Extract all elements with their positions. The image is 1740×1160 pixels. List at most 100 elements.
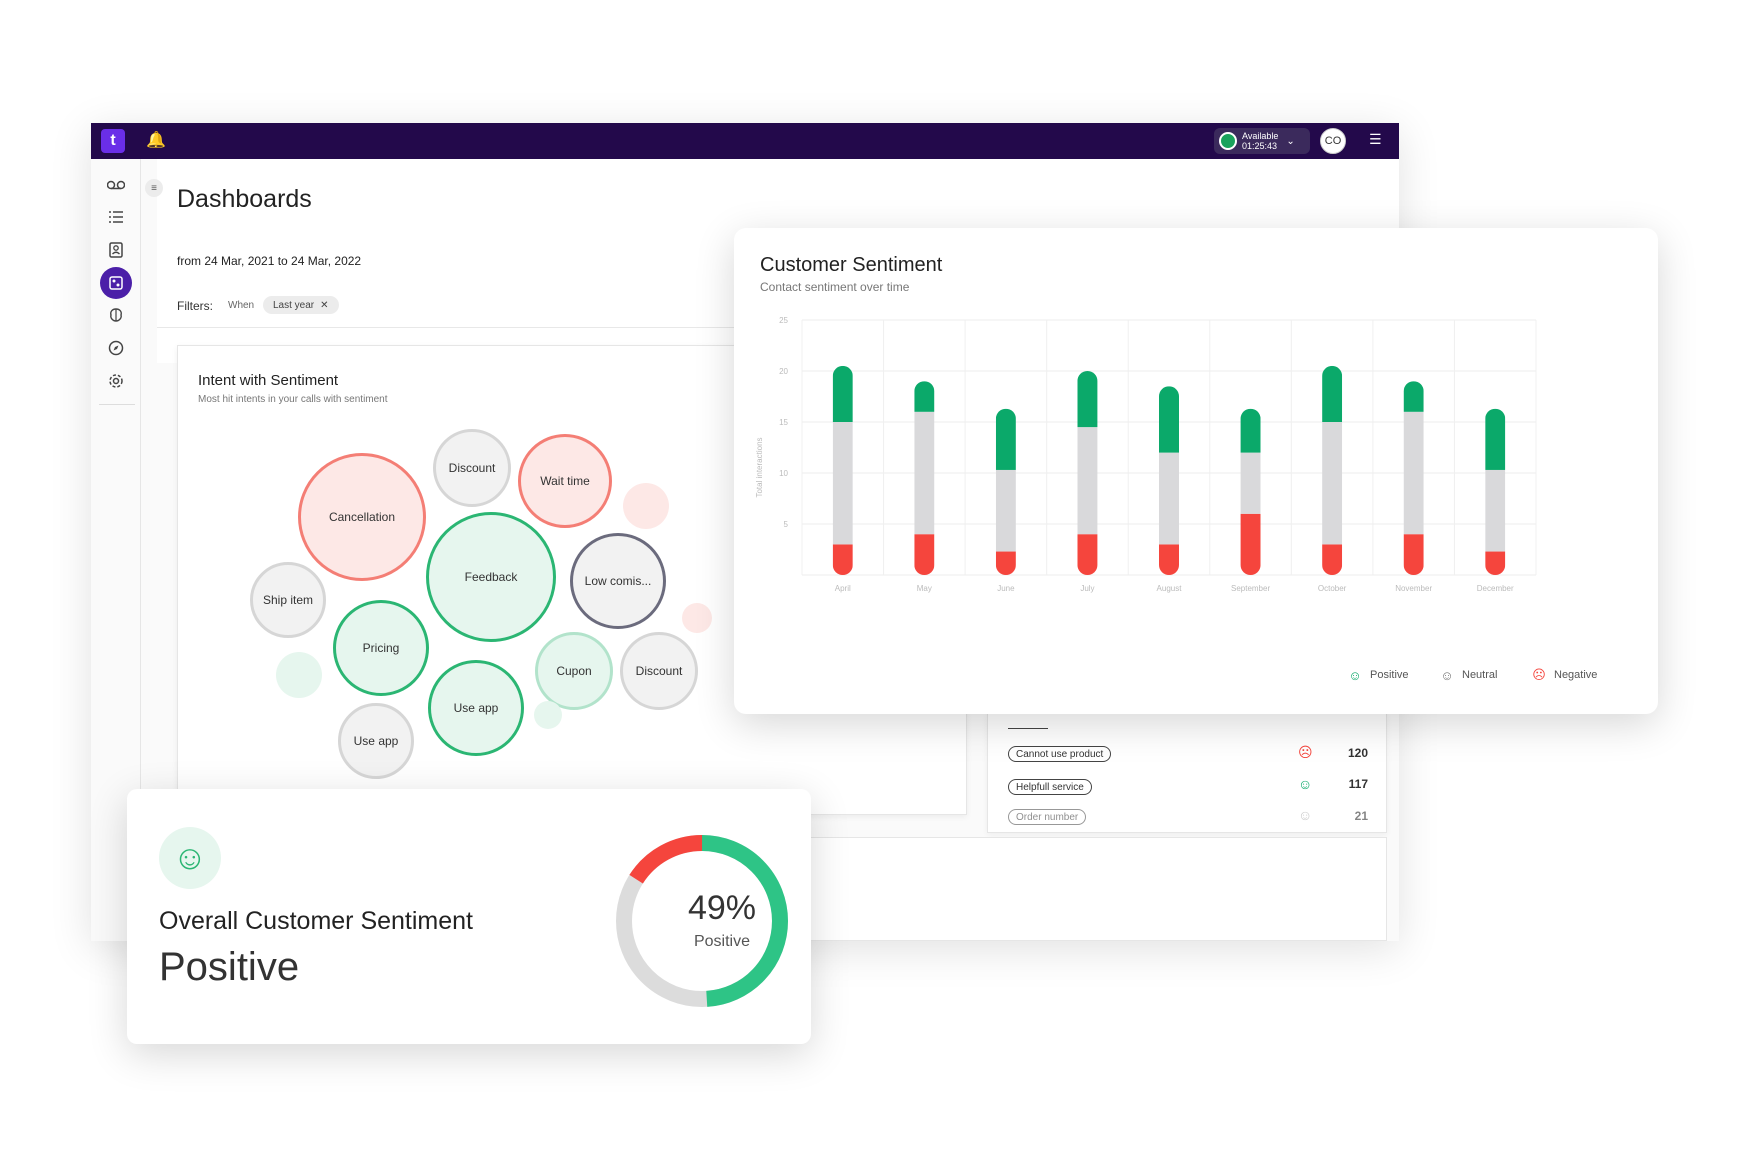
intent-bubble[interactable]: Wait time (518, 434, 612, 528)
bar-stack[interactable] (995, 408, 1016, 575)
availability-status[interactable]: Available 01:25:43 ⌄ (1214, 128, 1310, 154)
intent-bubble[interactable]: Cupon (535, 632, 613, 710)
x-tick-label: October (1318, 584, 1347, 593)
contacts-icon[interactable] (104, 238, 128, 262)
date-range[interactable]: from 24 Mar, 2021 to 24 Mar, 2022 (177, 254, 362, 268)
sidebar-divider (99, 404, 135, 405)
bar-positive (1403, 381, 1424, 412)
bar-negative (832, 544, 853, 575)
filters-label: Filters: (177, 299, 213, 313)
intent-bubble-faint (623, 483, 669, 529)
bar-stack[interactable] (1485, 408, 1506, 575)
list-divider (1008, 728, 1048, 729)
status-time: 01:25:43 (1242, 141, 1278, 151)
bar-stack[interactable] (1322, 365, 1343, 575)
intent-bubble[interactable]: Cancellation (298, 453, 426, 581)
intent-bubble[interactable]: Ship item (250, 562, 326, 638)
neutral-face-icon: ☺ (1440, 667, 1454, 683)
intent-bubble-faint (276, 652, 322, 698)
bar-negative (1159, 544, 1179, 575)
overall-sentiment-card: ☺ Overall Customer Sentiment Positive 49… (127, 789, 811, 1044)
sentiment-card-title: Customer Sentiment (760, 254, 943, 276)
donut-negative-arc (616, 835, 788, 1007)
legend-label: Neutral (1462, 669, 1498, 681)
top-bar: t 🔔 Available 01:25:43 ⌄ CO ☰ (91, 123, 1399, 159)
intent-list-card: Cannot use product ☹ 120 Helpfull servic… (987, 713, 1387, 833)
notification-bell-icon[interactable]: 🔔 (146, 132, 166, 149)
settings-icon[interactable] (104, 369, 128, 393)
app-logo[interactable]: t (101, 129, 125, 153)
voicemail-icon[interactable] (104, 173, 128, 197)
bar-stack[interactable] (832, 365, 853, 575)
bar-positive (1240, 408, 1261, 453)
intent-bubble[interactable]: Use app (338, 703, 414, 779)
legend-positive[interactable]: ☺ Positive (1346, 666, 1409, 684)
close-icon[interactable]: ✕ (320, 299, 329, 311)
legend-label: Negative (1554, 669, 1598, 681)
list-item-chip[interactable]: Order number (1008, 809, 1087, 825)
bar-positive (1485, 408, 1506, 470)
intent-card-subtitle: Most hit intents in your calls with sent… (198, 394, 388, 405)
bar-stack[interactable] (1159, 386, 1179, 575)
compass-icon[interactable] (104, 336, 128, 360)
intent-bubble[interactable]: Discount (620, 632, 698, 710)
bar-neutral (995, 469, 1016, 552)
legend-negative[interactable]: ☹ Negative (1530, 666, 1597, 684)
negative-face-icon: ☹ (1532, 667, 1546, 682)
filters-when-label: When (228, 300, 255, 311)
x-tick-label: July (1080, 584, 1094, 593)
list-item-chip[interactable]: Cannot use product (1008, 746, 1112, 762)
positive-face-icon: ☺ (1348, 667, 1362, 683)
intent-bubble[interactable]: Feedback (426, 512, 556, 642)
bar-negative (1240, 513, 1261, 575)
bar-stack[interactable] (1077, 371, 1098, 575)
filter-chip-label: Last year (273, 299, 315, 311)
intent-bubble[interactable]: Pricing (333, 600, 429, 696)
bar-negative (1403, 534, 1424, 575)
list-item-value: 21 (1354, 809, 1368, 823)
avatar[interactable]: CO (1320, 128, 1346, 154)
x-tick-label: September (1231, 584, 1270, 593)
bar-neutral (1159, 452, 1179, 545)
y-tick-label: 25 (779, 316, 788, 325)
positive-face-icon: ☺ (1298, 776, 1313, 792)
intent-bubble-faint (534, 701, 562, 729)
list-item-chip[interactable]: Helpfull service (1008, 779, 1092, 795)
smile-icon: ☺ (159, 827, 221, 889)
neutral-face-icon: ☺ (1298, 807, 1313, 823)
brain-icon[interactable] (104, 303, 128, 327)
x-tick-label: November (1395, 584, 1432, 593)
intent-bubble[interactable]: Low comis... (570, 533, 666, 629)
legend-label: Positive (1370, 669, 1409, 681)
bar-negative (995, 551, 1016, 575)
bar-negative (914, 534, 935, 575)
bar-positive (914, 381, 935, 412)
bar-stack[interactable] (1403, 381, 1424, 575)
side-panel-icon[interactable]: ☰ (1369, 131, 1382, 147)
dashboard-icon[interactable] (100, 267, 132, 299)
bar-neutral (1403, 411, 1424, 535)
legend-neutral[interactable]: ☺ Neutral (1438, 666, 1497, 684)
bar-stack[interactable] (914, 381, 935, 575)
customer-sentiment-card: Customer Sentiment Contact sentiment ove… (734, 228, 1658, 714)
bar-neutral (1485, 469, 1506, 552)
logo-letter: t (110, 132, 116, 149)
list-item-value: 117 (1348, 777, 1368, 791)
filter-chip[interactable]: Last year ✕ (263, 296, 339, 314)
bar-neutral (1240, 452, 1261, 514)
menu-collapse-icon[interactable]: ≡ (145, 179, 163, 197)
bar-positive (995, 408, 1016, 470)
x-tick-label: May (917, 584, 932, 593)
intent-bubble[interactable]: Discount (433, 429, 511, 507)
status-diamond-icon (1219, 132, 1237, 150)
list-icon[interactable] (104, 205, 128, 229)
bar-negative (1322, 544, 1343, 575)
page-title: Dashboards (177, 185, 312, 213)
intent-bubble[interactable]: Use app (428, 660, 524, 756)
y-axis-label: Total interactions (755, 437, 764, 497)
intent-bubble-faint (682, 603, 712, 633)
bar-neutral (1322, 422, 1343, 545)
bar-stack[interactable] (1240, 408, 1261, 575)
bar-negative (1485, 551, 1506, 575)
sentiment-card-subtitle: Contact sentiment over time (760, 280, 910, 294)
